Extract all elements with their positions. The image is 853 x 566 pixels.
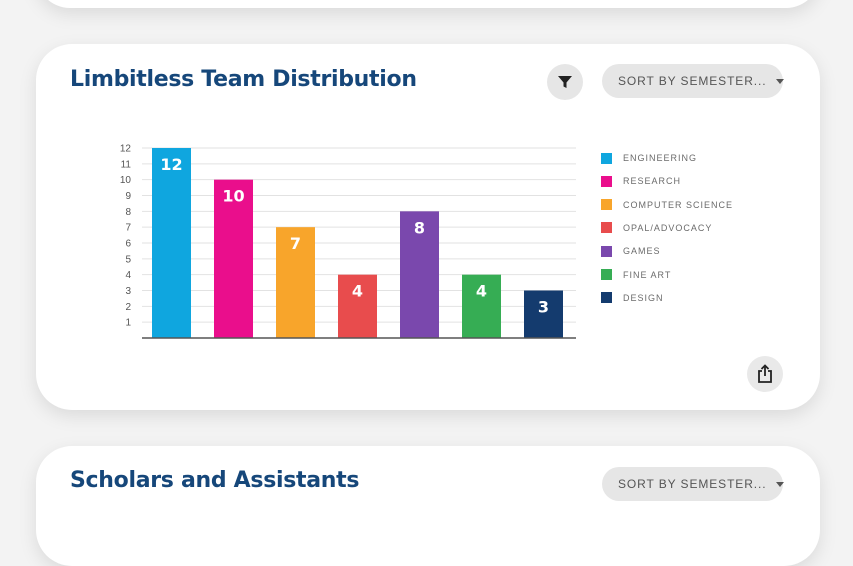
legend-label: DESIGN [623,292,664,303]
y-tick-label: 3 [125,286,131,297]
sort-dropdown[interactable]: SORT BY SEMESTER... [602,467,785,501]
bar-value-label: 4 [352,282,363,301]
legend-swatch [601,175,612,187]
legend-item: RESEARCH [601,175,681,187]
sort-dropdown-label: SORT BY SEMESTER... [618,477,767,491]
sort-dropdown-label: SORT BY SEMESTER... [618,74,767,88]
bar [276,227,315,338]
legend-label: FINE ART [623,269,672,280]
legend-label: ENGINEERING [623,153,698,163]
legend-swatch [601,222,612,234]
legend-swatch [601,269,612,280]
bar [400,211,439,338]
bar [338,274,377,338]
y-tick-label: 12 [120,144,132,155]
legend-swatch [601,152,612,164]
bar [524,290,563,338]
caret-down-icon [776,78,785,84]
bar-value-label: 8 [414,218,425,237]
y-tick-label: 6 [125,239,131,250]
scholars-card: Scholars and Assistants SORT BY SEMESTER… [36,446,820,566]
card-title: Scholars and Assistants [70,468,360,493]
legend-item: DESIGN [601,292,664,304]
legend-item: GAMES [601,245,661,257]
y-tick-label: 1 [125,318,131,329]
y-tick-label: 9 [125,191,131,202]
y-tick-label: 11 [121,159,132,170]
share-button[interactable] [747,356,783,392]
bar [214,179,253,338]
legend-item: FINE ART [601,269,671,281]
bar-value-label: 3 [538,298,549,317]
legend-swatch [601,199,612,211]
legend-item: OPAL/ADVOCACY [601,222,712,234]
y-tick-label: 5 [125,254,131,265]
share-icon [758,364,772,383]
y-tick-label: 10 [120,175,132,186]
y-tick-label: 2 [125,302,131,313]
y-tick-label: 7 [125,223,131,234]
bar-value-label: 4 [476,282,487,301]
legend-item: COMPUTER SCIENCE [601,199,733,211]
legend-label: RESEARCH [623,176,682,187]
funnel-icon [558,76,572,88]
legend-swatch [601,292,612,304]
legend-label: GAMES [623,246,661,257]
team-distribution-card: Limbitless Team Distribution SORT BY SEM… [36,44,820,410]
card-title: Limbitless Team Distribution [70,67,417,92]
filter-button[interactable] [547,64,583,100]
bar-value-label: 7 [290,234,301,253]
legend-swatch [601,245,612,257]
caret-down-icon [776,481,785,487]
legend-label: COMPUTER SCIENCE [623,199,734,210]
bar [152,148,191,338]
y-tick-label: 4 [125,270,131,281]
bar-value-label: 10 [222,187,244,206]
previous-card [36,0,820,8]
sort-dropdown[interactable]: SORT BY SEMESTER... [602,64,785,98]
y-tick-label: 8 [125,207,131,218]
legend-item: ENGINEERING [601,152,697,164]
bar-value-label: 12 [160,155,182,174]
legend-label: OPAL/ADVOCACY [623,222,713,233]
bar [462,274,501,338]
